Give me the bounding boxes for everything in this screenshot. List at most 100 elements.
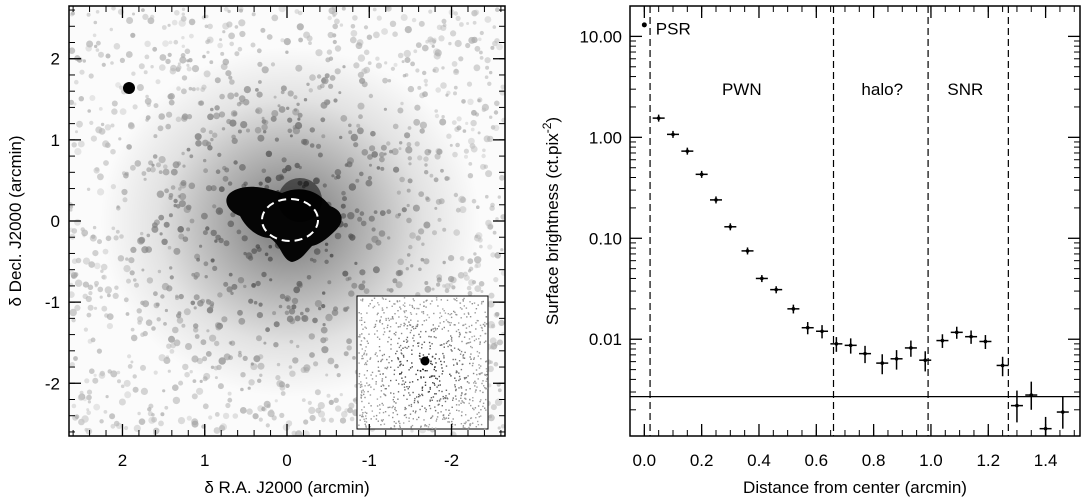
inset-pixel (419, 408, 421, 411)
inset-pixel (462, 355, 464, 357)
inset-pixel (402, 354, 405, 357)
inset-pixel (453, 324, 455, 326)
data-point (641, 22, 647, 28)
inset-pixel (430, 416, 433, 419)
inset-pixel (429, 399, 431, 401)
inset-pixel (403, 383, 405, 385)
inset-pixel (404, 305, 406, 307)
noise-speck (303, 31, 311, 39)
inset-pixel (363, 391, 365, 393)
inset-pixel (452, 397, 454, 399)
inset-pixel (462, 357, 464, 359)
inset-pixel (432, 396, 435, 398)
inset-pixel (472, 422, 474, 424)
inset-pixel (448, 421, 451, 423)
inset-pixel (380, 360, 382, 363)
noise-speck (477, 131, 481, 135)
noise-speck (350, 24, 356, 29)
inset-pixel (418, 355, 421, 357)
inset-pixel (359, 386, 362, 388)
noise-speck (82, 281, 89, 288)
inset-pixel (486, 375, 488, 377)
noise-speck (93, 20, 98, 25)
noise-speck (239, 30, 246, 38)
inset-pixel (434, 327, 436, 329)
inset-pixel (365, 426, 367, 428)
noise-speck (339, 23, 344, 27)
inset-pixel (413, 328, 415, 330)
noise-speck (341, 411, 348, 418)
noise-speck (470, 127, 475, 132)
inset-pixel (465, 327, 468, 329)
inset-pixel (382, 298, 385, 300)
inset-pixel (407, 345, 410, 348)
inset-pixel (422, 368, 424, 370)
inset-pixel (421, 389, 424, 391)
noise-speck (124, 391, 132, 399)
inset-pixel (385, 376, 387, 378)
inset-pixel (447, 421, 449, 423)
noise-speck (500, 248, 504, 252)
inset-pixel (364, 350, 366, 352)
inset-pixel (458, 349, 461, 351)
noise-speck (165, 58, 171, 65)
data-point (671, 132, 675, 137)
inset-pixel (423, 341, 426, 343)
noise-speck (467, 98, 474, 106)
noise-speck (455, 15, 461, 21)
inset-pixel (375, 383, 377, 385)
noise-speck (110, 423, 116, 429)
inset-pixel (420, 330, 422, 333)
noise-speck (206, 36, 214, 44)
noise-speck (261, 406, 266, 412)
x-tick-label: 0.4 (747, 451, 771, 470)
inset-pixel (468, 342, 470, 344)
noise-speck (487, 365, 494, 373)
inset-pixel (390, 343, 392, 346)
inset-pixel (398, 346, 401, 349)
inset-pixel (366, 382, 368, 384)
inset-pixel (416, 325, 418, 328)
inset-pixel (473, 339, 476, 342)
noise-speck (224, 6, 229, 12)
noise-speck (263, 400, 271, 408)
noise-speck (472, 20, 477, 25)
inset-pixel (426, 370, 428, 372)
noise-speck (392, 31, 398, 37)
noise-speck (217, 42, 223, 49)
inset-pixel (420, 425, 422, 427)
inset-pixel (479, 324, 482, 326)
inset-pixel (391, 317, 394, 319)
inset-pixel (449, 373, 451, 375)
inset-pixel (411, 424, 414, 427)
inset-pixel (369, 357, 372, 359)
inset-pixel (398, 421, 400, 423)
data-point (894, 356, 899, 361)
inset-pixel (403, 322, 405, 325)
noise-speck (283, 38, 291, 46)
inset-pixel (435, 336, 437, 339)
inset-pixel (429, 348, 431, 350)
inset-pixel (465, 398, 467, 400)
inset-pixel (359, 334, 361, 336)
inset-pixel (425, 425, 428, 427)
noise-speck (70, 272, 78, 279)
inset-pixel (398, 383, 400, 385)
inset-pixel (404, 323, 406, 325)
inset-pixel (472, 372, 475, 375)
inset-pixel (393, 421, 395, 423)
noise-speck (415, 42, 422, 48)
inset-pixel (454, 324, 456, 326)
noise-speck (461, 99, 466, 104)
noise-speck (167, 369, 171, 373)
inset-pixel (360, 381, 362, 383)
inset-pixel (471, 364, 474, 367)
noise-speck (473, 64, 481, 72)
inset-pixel (378, 338, 381, 340)
noise-speck (498, 319, 505, 326)
inset-pixel (472, 362, 474, 365)
noise-speck (467, 291, 473, 296)
noise-speck (79, 69, 85, 75)
inset-pixel (360, 390, 363, 392)
inset-pixel (461, 363, 463, 366)
